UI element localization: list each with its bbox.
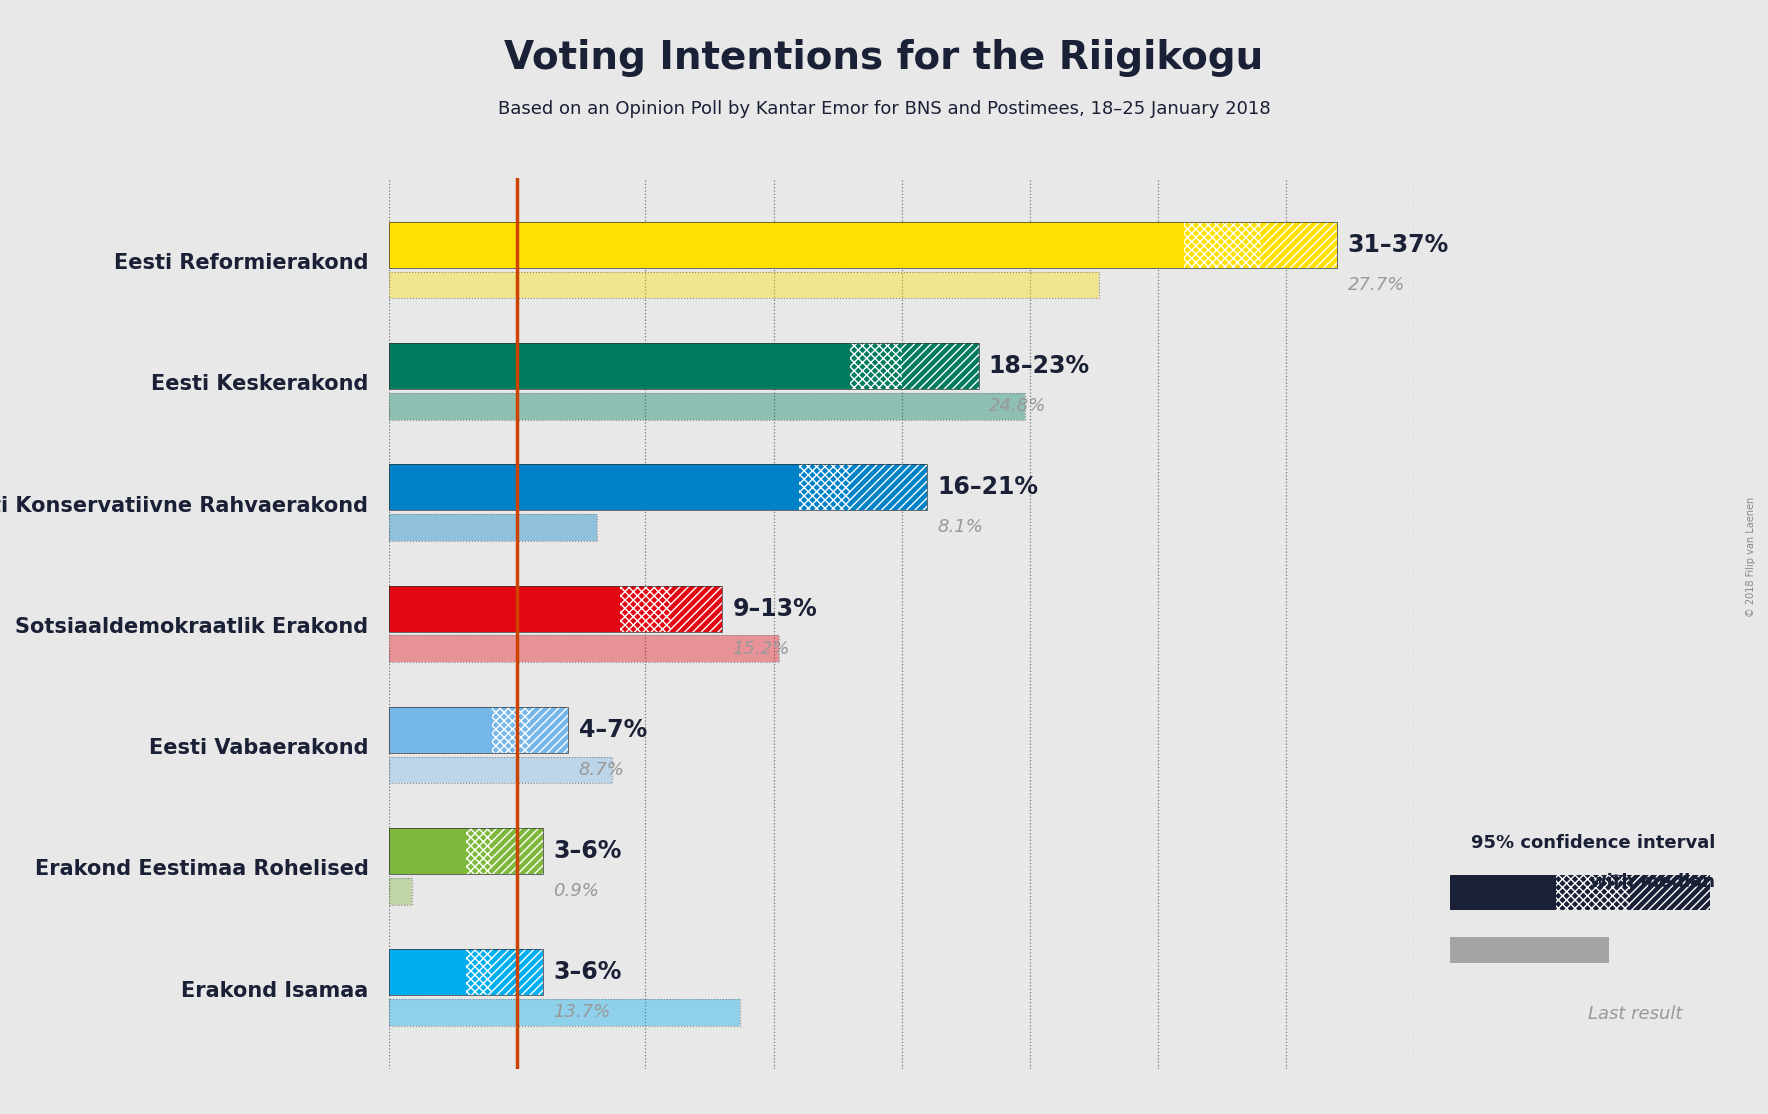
Text: Erakond Isamaa: Erakond Isamaa (180, 980, 368, 1000)
Bar (389, 949, 543, 996)
Bar (530, 707, 569, 753)
Bar (389, 756, 612, 783)
Text: Eesti Vabaerakond: Eesti Vabaerakond (149, 739, 368, 759)
Bar (389, 514, 596, 540)
Bar (389, 635, 778, 662)
Text: 9–13%: 9–13% (732, 597, 817, 620)
Bar (389, 586, 621, 632)
Text: 0.9%: 0.9% (553, 882, 599, 900)
Bar (389, 999, 741, 1026)
Bar (389, 878, 412, 905)
Text: Erakond Eestimaa Rohelised: Erakond Eestimaa Rohelised (35, 859, 368, 879)
Text: 18–23%: 18–23% (988, 354, 1089, 378)
Bar (389, 343, 850, 389)
Bar (389, 828, 467, 874)
Text: Sotsiaaldemokraatlik Erakond: Sotsiaaldemokraatlik Erakond (16, 617, 368, 637)
Text: 4–7%: 4–7% (578, 717, 647, 742)
Bar (1450, 876, 1556, 910)
Bar (1261, 222, 1337, 268)
Text: Eesti Konservatiivne Rahvaerakond: Eesti Konservatiivne Rahvaerakond (0, 496, 368, 516)
Bar (389, 222, 1337, 268)
Bar (389, 707, 492, 753)
Bar (672, 586, 721, 632)
Bar (467, 949, 492, 996)
Bar (492, 707, 530, 753)
Text: 24.8%: 24.8% (988, 398, 1047, 416)
Text: Eesti Keskerakond: Eesti Keskerakond (150, 374, 368, 394)
Bar (850, 343, 902, 389)
Bar (389, 635, 778, 662)
Bar (492, 949, 543, 996)
Bar (902, 343, 979, 389)
Text: 27.7%: 27.7% (1347, 276, 1406, 294)
Bar (389, 999, 741, 1026)
Bar (389, 465, 926, 510)
Bar (1185, 222, 1261, 268)
Bar (467, 828, 492, 874)
Text: 8.7%: 8.7% (578, 761, 624, 779)
Bar (389, 272, 1100, 299)
Text: 15.2%: 15.2% (732, 639, 790, 657)
Text: 31–37%: 31–37% (1347, 233, 1450, 257)
Bar (1630, 876, 1710, 910)
Bar (389, 586, 721, 632)
Bar (1556, 876, 1630, 910)
Text: 3–6%: 3–6% (553, 960, 621, 985)
Bar (1450, 937, 1609, 964)
Bar (850, 465, 926, 510)
Bar (389, 949, 467, 996)
Text: Voting Intentions for the Riigikogu: Voting Intentions for the Riigikogu (504, 39, 1264, 77)
Text: 13.7%: 13.7% (553, 1004, 610, 1022)
Text: Last result: Last result (1588, 1005, 1683, 1023)
Bar (389, 828, 543, 874)
Bar (389, 272, 1100, 299)
Bar (621, 586, 672, 632)
Bar (799, 465, 850, 510)
Bar (389, 343, 979, 389)
Bar (389, 756, 612, 783)
Bar (492, 828, 543, 874)
Text: with median: with median (1589, 873, 1715, 891)
Text: 16–21%: 16–21% (937, 476, 1038, 499)
Text: © 2018 Filip van Laenen: © 2018 Filip van Laenen (1745, 497, 1756, 617)
Bar (389, 393, 1025, 420)
Text: 95% confidence interval: 95% confidence interval (1471, 834, 1715, 852)
Text: 3–6%: 3–6% (553, 839, 621, 863)
Bar (389, 514, 596, 540)
Text: 8.1%: 8.1% (937, 518, 983, 537)
Bar (389, 393, 1025, 420)
Bar (389, 878, 412, 905)
Bar (389, 707, 569, 753)
Bar (389, 222, 1185, 268)
Text: Based on an Opinion Poll by Kantar Emor for BNS and Postimees, 18–25 January 201: Based on an Opinion Poll by Kantar Emor … (497, 100, 1271, 118)
Text: Eesti Reformierakond: Eesti Reformierakond (113, 253, 368, 273)
Bar (389, 465, 799, 510)
